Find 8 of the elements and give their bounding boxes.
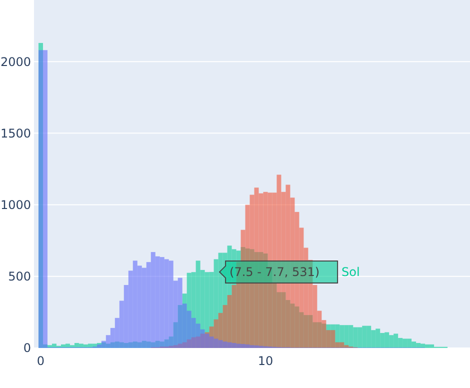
annotation: (7.5 - 7.7, 531) (230, 265, 320, 280)
y-tick-label: 1500 (0, 126, 31, 140)
x-tick-label: 10 (258, 354, 274, 368)
y-tick-label: 500 (8, 270, 31, 284)
y-tick-label: 2000 (0, 54, 31, 69)
text: Sol (342, 265, 360, 280)
y-tick-label: 1000 (0, 198, 31, 212)
y-tick-label: 0 (23, 341, 31, 356)
